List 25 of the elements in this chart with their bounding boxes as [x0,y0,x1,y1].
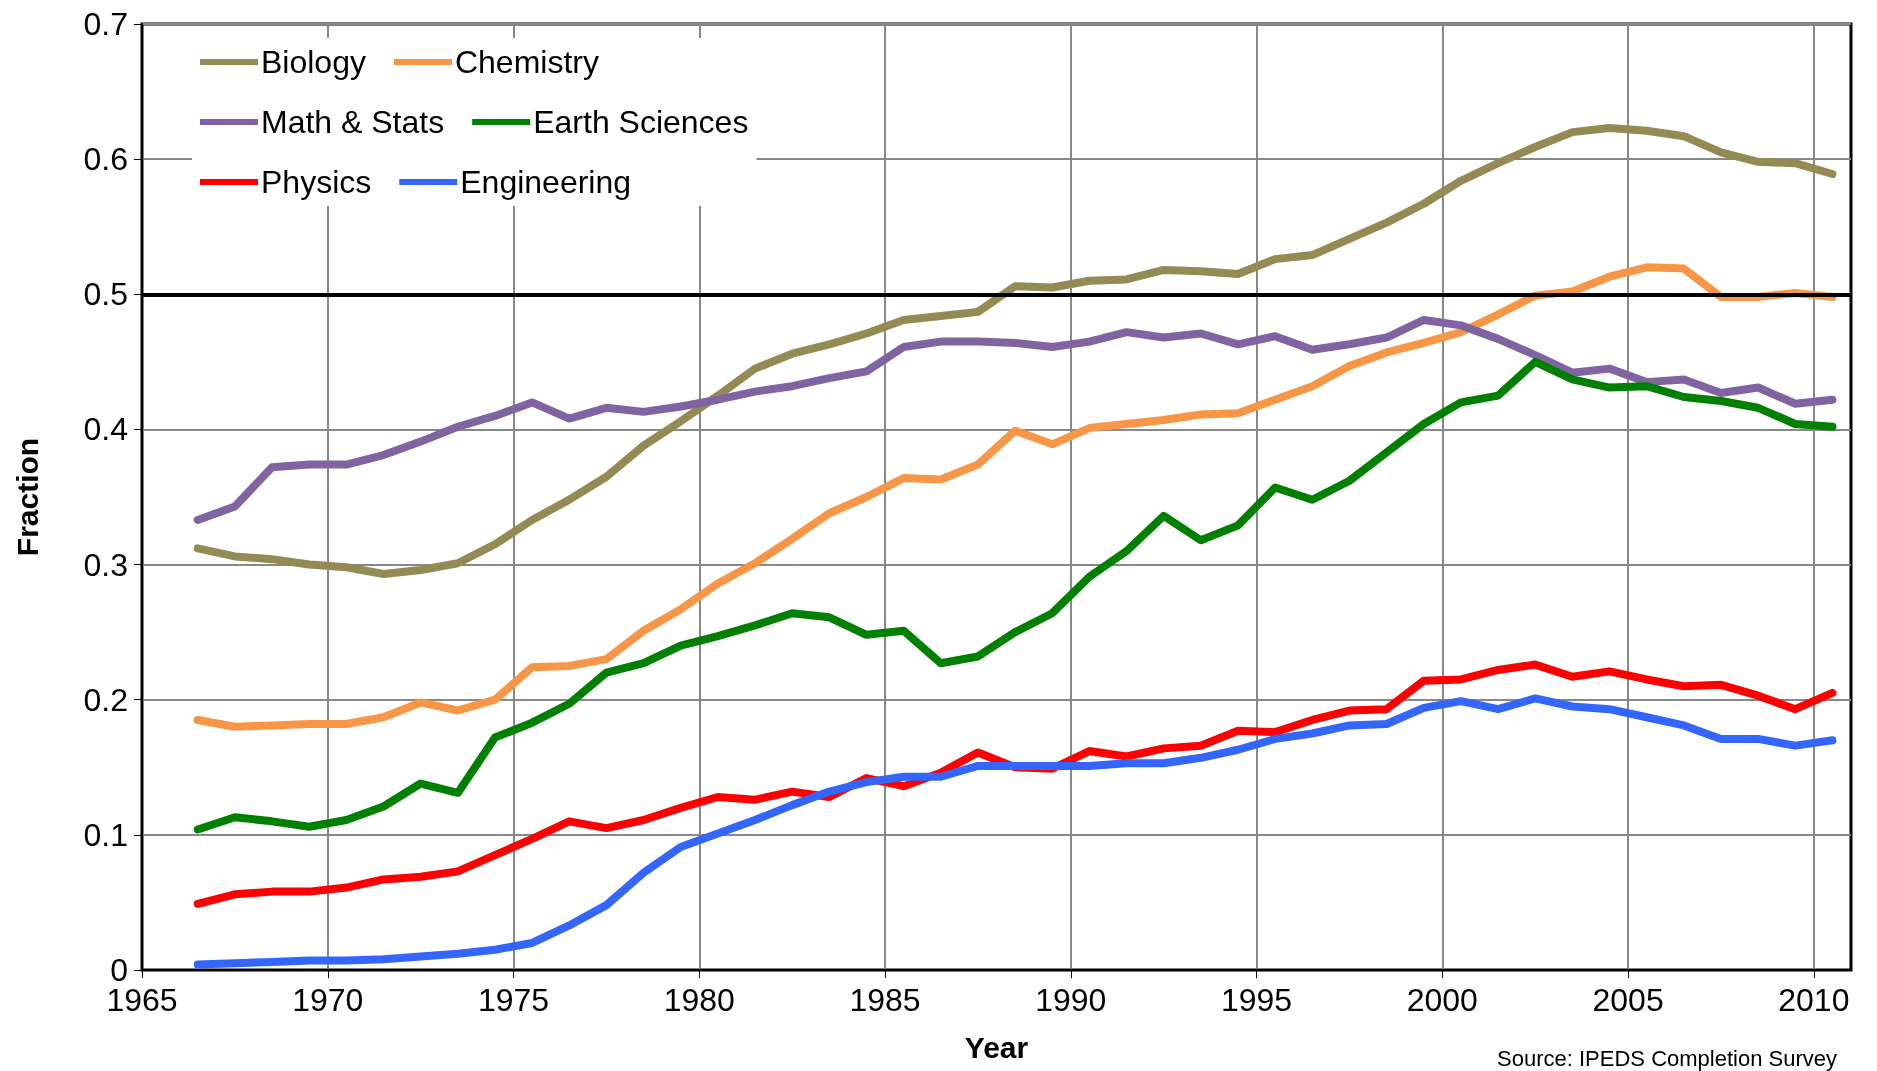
x-tick-label: 1970 [292,982,364,1018]
legend-label: Engineering [460,164,632,200]
legend-label: Chemistry [454,44,599,80]
source-note: Source: IPEDS Completion Survey [1497,1045,1838,1071]
legend-label: Physics [261,164,372,200]
y-tick-label: 0.3 [83,546,128,583]
y-tick-label: 0.4 [83,411,128,448]
y-tick-label: 0.2 [83,681,128,718]
y-tick-label: 0.5 [83,276,128,313]
y-tick-label: 0.7 [83,6,128,42]
x-axis-title: Year [964,1030,1029,1064]
y-axis-title: Fraction [10,437,44,557]
legend-label: Earth Sciences [533,104,749,140]
x-tick-label: 1995 [1220,982,1293,1018]
legend-label: Math & Stats [261,104,445,140]
x-tick-label: 1980 [663,982,735,1018]
y-tick-label: 0.1 [83,816,128,853]
x-tick-label: 1975 [477,982,550,1018]
x-tick-label: 1985 [849,982,921,1018]
x-tick-label: 1990 [1035,982,1107,1018]
x-tick-label: 2005 [1592,982,1664,1018]
y-tick-label: 0.6 [83,141,128,178]
x-tick-label: 2010 [1778,982,1850,1018]
legend-label: Biology [261,44,366,80]
x-tick-label: 2000 [1406,982,1478,1018]
